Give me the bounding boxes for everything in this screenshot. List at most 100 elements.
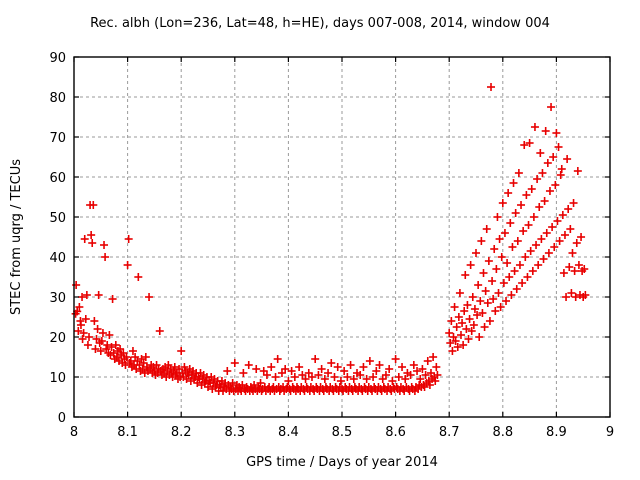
data-point (97, 337, 106, 345)
y-tick-label: 50 (49, 211, 66, 226)
data-point (394, 373, 403, 381)
data-point (541, 127, 550, 135)
data-point (362, 375, 371, 383)
data-point (539, 255, 548, 263)
x-tick-label: 8.9 (546, 425, 567, 440)
data-point (359, 363, 368, 371)
data-point (365, 357, 374, 365)
data-point (445, 329, 454, 337)
data-point (497, 253, 506, 261)
data-point (460, 307, 469, 315)
data-point (239, 369, 248, 377)
data-point (431, 377, 440, 385)
data-point (510, 267, 519, 275)
data-point (75, 303, 84, 311)
data-point (500, 229, 509, 237)
data-point (474, 281, 483, 289)
data-point (461, 271, 470, 279)
data-point (256, 379, 265, 387)
data-point (128, 347, 137, 355)
data-point (330, 373, 339, 381)
data-point (123, 261, 132, 269)
data-point (455, 289, 464, 297)
data-point (549, 153, 558, 161)
data-point (88, 239, 97, 247)
x-tick-label: 8.4 (278, 425, 299, 440)
data-point (534, 261, 543, 269)
data-point (571, 293, 580, 301)
data-point (537, 235, 546, 243)
data-point (273, 355, 282, 363)
data-point (569, 199, 578, 207)
data-point (506, 219, 515, 227)
data-point (155, 327, 164, 335)
x-tick-label: 8.6 (385, 425, 406, 440)
data-point (556, 171, 565, 179)
y-tick-label: 10 (49, 371, 66, 386)
data-point (533, 175, 542, 183)
data-point (573, 167, 582, 175)
y-tick-label: 60 (49, 171, 66, 186)
data-point (507, 291, 516, 299)
x-axis-tick-labels: 8 8.1 8.2 8.3 8.4 8.5 8.6 8.7 8.8 8.9 9 (70, 425, 614, 440)
x-tick-label: 8.8 (492, 425, 513, 440)
data-point (385, 365, 394, 373)
data-point (418, 365, 427, 373)
data-point (550, 243, 559, 251)
data-point (492, 265, 501, 273)
data-point (413, 367, 422, 375)
data-point (423, 357, 432, 365)
x-tick-label: 8.1 (117, 425, 138, 440)
data-point (180, 363, 189, 371)
data-point (494, 289, 503, 297)
data-point (538, 169, 547, 177)
data-point (504, 189, 513, 197)
data-point (81, 315, 90, 323)
data-point (514, 169, 523, 177)
data-point (401, 375, 410, 383)
data-point (577, 233, 586, 241)
data-point (327, 359, 336, 367)
data-point (511, 209, 520, 217)
data-point (530, 123, 539, 131)
data-point (456, 331, 465, 339)
data-point (74, 327, 83, 335)
data-point (505, 273, 514, 281)
x-tick-label: 9 (606, 425, 614, 440)
data-point (489, 295, 498, 303)
data-point (89, 201, 98, 209)
data-point (453, 343, 462, 351)
data-markers (71, 83, 590, 395)
y-tick-label: 80 (49, 91, 66, 106)
data-point (381, 371, 390, 379)
y-axis-tick-labels: 0 10 20 30 40 50 60 70 80 90 (49, 51, 66, 426)
data-point (105, 331, 114, 339)
data-point (307, 373, 316, 381)
data-point (228, 379, 237, 387)
data-point (250, 381, 259, 389)
data-point (406, 371, 415, 379)
data-point (548, 223, 557, 231)
data-point (295, 363, 304, 371)
data-point (388, 377, 397, 385)
x-tick-label: 8.2 (171, 425, 192, 440)
data-point (472, 249, 480, 257)
data-point (76, 321, 85, 329)
data-point (290, 373, 299, 381)
data-point (484, 257, 493, 265)
y-tick-label: 70 (49, 131, 66, 146)
data-point (145, 293, 154, 301)
data-point (554, 143, 563, 151)
data-point (421, 371, 430, 379)
data-point (475, 333, 484, 341)
data-point (87, 231, 96, 239)
y-axis-label: STEC from uqrg / TECUs (9, 159, 24, 315)
data-point (333, 363, 342, 371)
data-point (80, 235, 89, 243)
data-point (509, 179, 518, 187)
data-point (526, 247, 535, 255)
data-point (100, 241, 109, 249)
page-title: Rec. albh (Lon=236, Lat=48, h=HE), days … (90, 16, 550, 31)
data-point (568, 249, 577, 257)
data-point (230, 359, 239, 367)
